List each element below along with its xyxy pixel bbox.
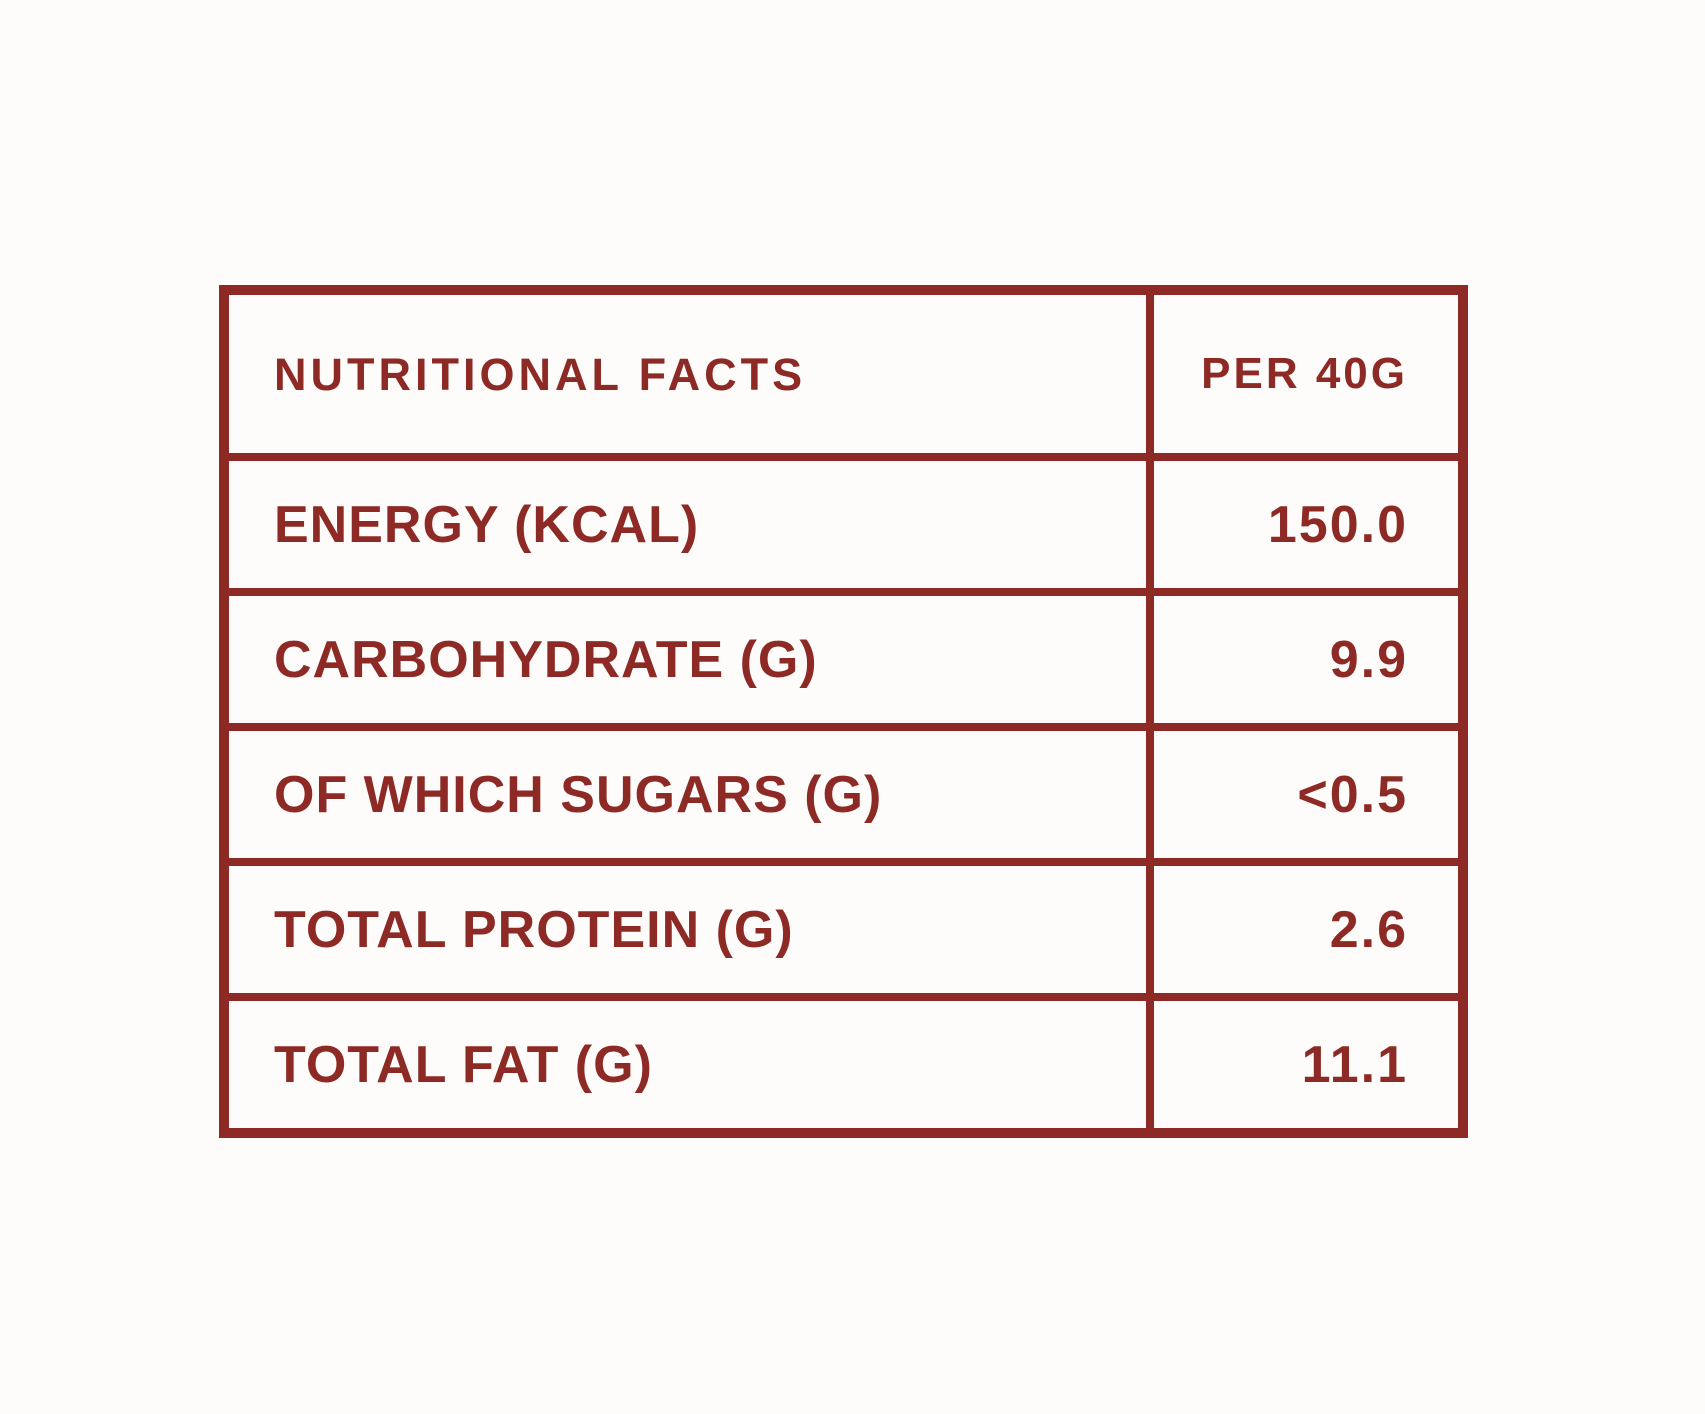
table-header-title: NUTRITIONAL FACTS	[229, 295, 1146, 453]
row-fat-value: 11.1	[1154, 1001, 1458, 1128]
row-sugars-value: <0.5	[1154, 731, 1458, 858]
row-energy-value: 150.0	[1154, 461, 1458, 588]
row-sugars-label: OF WHICH SUGARS (G)	[229, 731, 1146, 858]
row-energy-label: ENERGY (KCAL)	[229, 461, 1146, 588]
row-fat-label: TOTAL FAT (G)	[229, 1001, 1146, 1128]
row-protein-label: TOTAL PROTEIN (G)	[229, 866, 1146, 993]
row-carbohydrate-label: CARBOHYDRATE (G)	[229, 596, 1146, 723]
table-header-serving: PER 40G	[1154, 295, 1458, 453]
row-protein-value: 2.6	[1154, 866, 1458, 993]
row-carbohydrate-value: 9.9	[1154, 596, 1458, 723]
nutrition-facts-table: NUTRITIONAL FACTS PER 40G ENERGY (KCAL) …	[219, 285, 1468, 1138]
